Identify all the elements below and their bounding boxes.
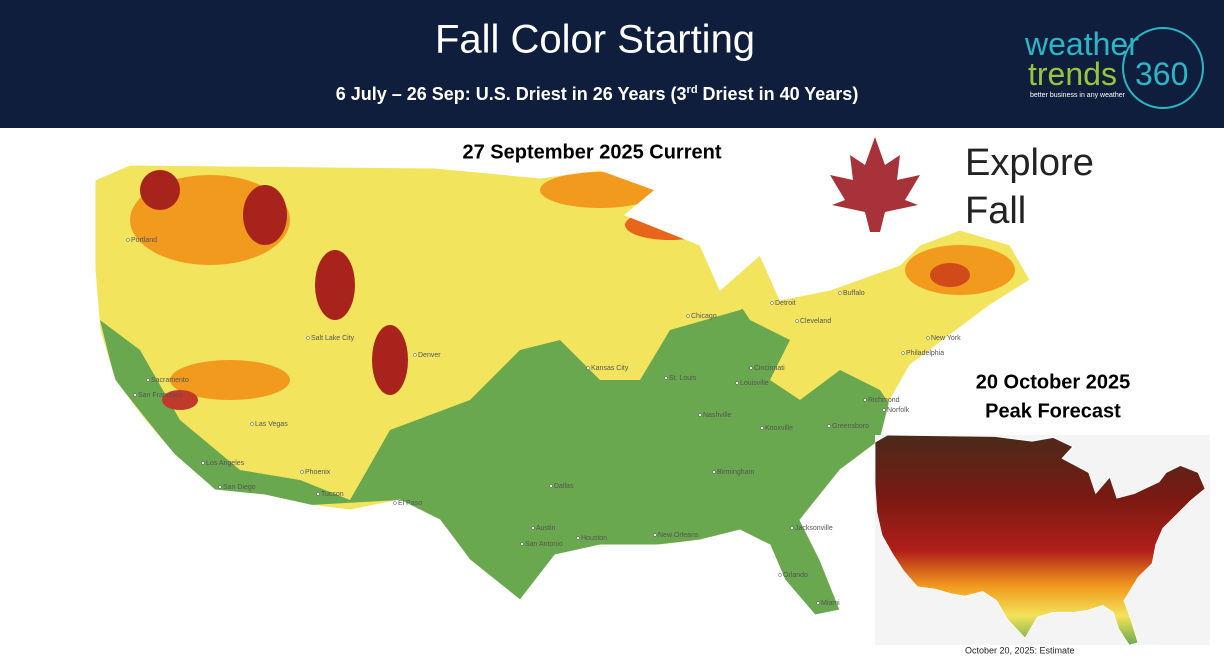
city-label: Phoenix — [305, 469, 331, 476]
city-dot — [760, 426, 764, 430]
city-dot — [790, 526, 794, 530]
city-label: Los Angeles — [206, 460, 245, 467]
city-label: El Paso — [398, 500, 422, 507]
city-dot — [735, 381, 739, 385]
city-label: Philadelphia — [906, 350, 944, 357]
subtitle-text: 6 July – 26 Sep: U.S. Driest in 26 Years… — [336, 84, 687, 104]
map-title: 27 September 2025 Current — [462, 141, 721, 163]
city-dot — [749, 366, 753, 370]
city-dot — [816, 601, 820, 605]
city-label: New Orleans — [658, 532, 699, 539]
city-label: Orlando — [783, 572, 808, 579]
city-label: Cleveland — [800, 318, 831, 325]
city-dot — [586, 366, 590, 370]
city-label: Greensboro — [832, 423, 869, 430]
city-dot — [218, 485, 222, 489]
city-label: San Antonio — [525, 541, 563, 548]
city-dot — [901, 351, 905, 355]
city-label: Louisville — [740, 380, 769, 387]
city-dot — [653, 533, 657, 537]
city-dot — [549, 484, 553, 488]
city-label: Salt Lake City — [311, 335, 355, 342]
explore-text: Explore — [965, 142, 1094, 184]
logo-tagline: better business in any weather — [1030, 92, 1126, 99]
city-dot — [300, 470, 304, 474]
city-dot — [882, 408, 886, 412]
city-label: Tucson — [321, 491, 344, 498]
subtitle: 6 July – 26 Sep: U.S. Driest in 26 Years… — [336, 84, 859, 104]
city-dot — [770, 301, 774, 305]
city-dot — [316, 492, 320, 496]
city-label: Las Vegas — [255, 421, 288, 428]
city-label: Portland — [131, 237, 157, 244]
city-dot — [306, 336, 310, 340]
city-label: Nashville — [703, 412, 732, 419]
city-dot — [795, 319, 799, 323]
city-dot — [520, 542, 524, 546]
city-label: New York — [931, 335, 961, 342]
city-dot — [576, 536, 580, 540]
city-label: Richmond — [868, 397, 900, 404]
city-dot — [827, 424, 831, 428]
explore-text: Fall — [965, 190, 1026, 232]
city-label: Cincinnati — [754, 365, 785, 372]
city-dot — [926, 336, 930, 340]
subtitle-text: Driest in 40 Years) — [698, 84, 859, 104]
city-dot — [146, 378, 150, 382]
inset-title: 20 October 2025 — [976, 371, 1131, 393]
city-dot — [838, 291, 842, 295]
city-label: Miami — [821, 600, 840, 607]
city-label: Dallas — [554, 483, 574, 490]
maple-leaf — [830, 137, 920, 232]
city-label: St. Louis — [669, 375, 697, 382]
logo-number: 360 — [1135, 56, 1188, 92]
inset-subtitle: Peak Forecast — [985, 400, 1121, 422]
city-dot — [531, 526, 535, 530]
city-dot — [250, 422, 254, 426]
city-label: Norfolk — [887, 407, 910, 414]
city-label: San Francisco — [138, 392, 183, 399]
city-label: Buffalo — [843, 290, 865, 297]
city-dot — [698, 413, 702, 417]
city-dot — [664, 376, 668, 380]
city-label: Detroit — [775, 300, 796, 307]
title: Fall Color Starting — [435, 18, 755, 62]
city-label: Birmingham — [717, 469, 755, 476]
inset-caption: October 20, 2025: Estimate — [965, 645, 1075, 655]
city-dot — [126, 238, 130, 242]
city-label: Austin — [536, 525, 556, 532]
city-dot — [712, 470, 716, 474]
city-label: Knoxville — [765, 425, 793, 432]
logo-ring — [1122, 27, 1204, 109]
city-label: Kansas City — [591, 365, 629, 372]
city-label: Chicago — [691, 313, 717, 320]
city-label: Houston — [581, 535, 607, 542]
city-label: San Diego — [223, 484, 256, 491]
logo-text: weather — [1024, 26, 1139, 62]
city-dot — [413, 353, 417, 357]
subtitle-sup: rd — [687, 84, 698, 96]
city-dot — [133, 393, 137, 397]
logo-text: trends — [1028, 56, 1117, 92]
city-dot — [201, 461, 205, 465]
city-dot — [393, 501, 397, 505]
city-label: Denver — [418, 352, 441, 359]
city-label: Sacramento — [151, 377, 189, 384]
city-dot — [686, 314, 690, 318]
header-band — [0, 0, 1224, 128]
city-label: Jacksonville — [795, 525, 833, 532]
city-dot — [778, 573, 782, 577]
city-dot — [863, 398, 867, 402]
